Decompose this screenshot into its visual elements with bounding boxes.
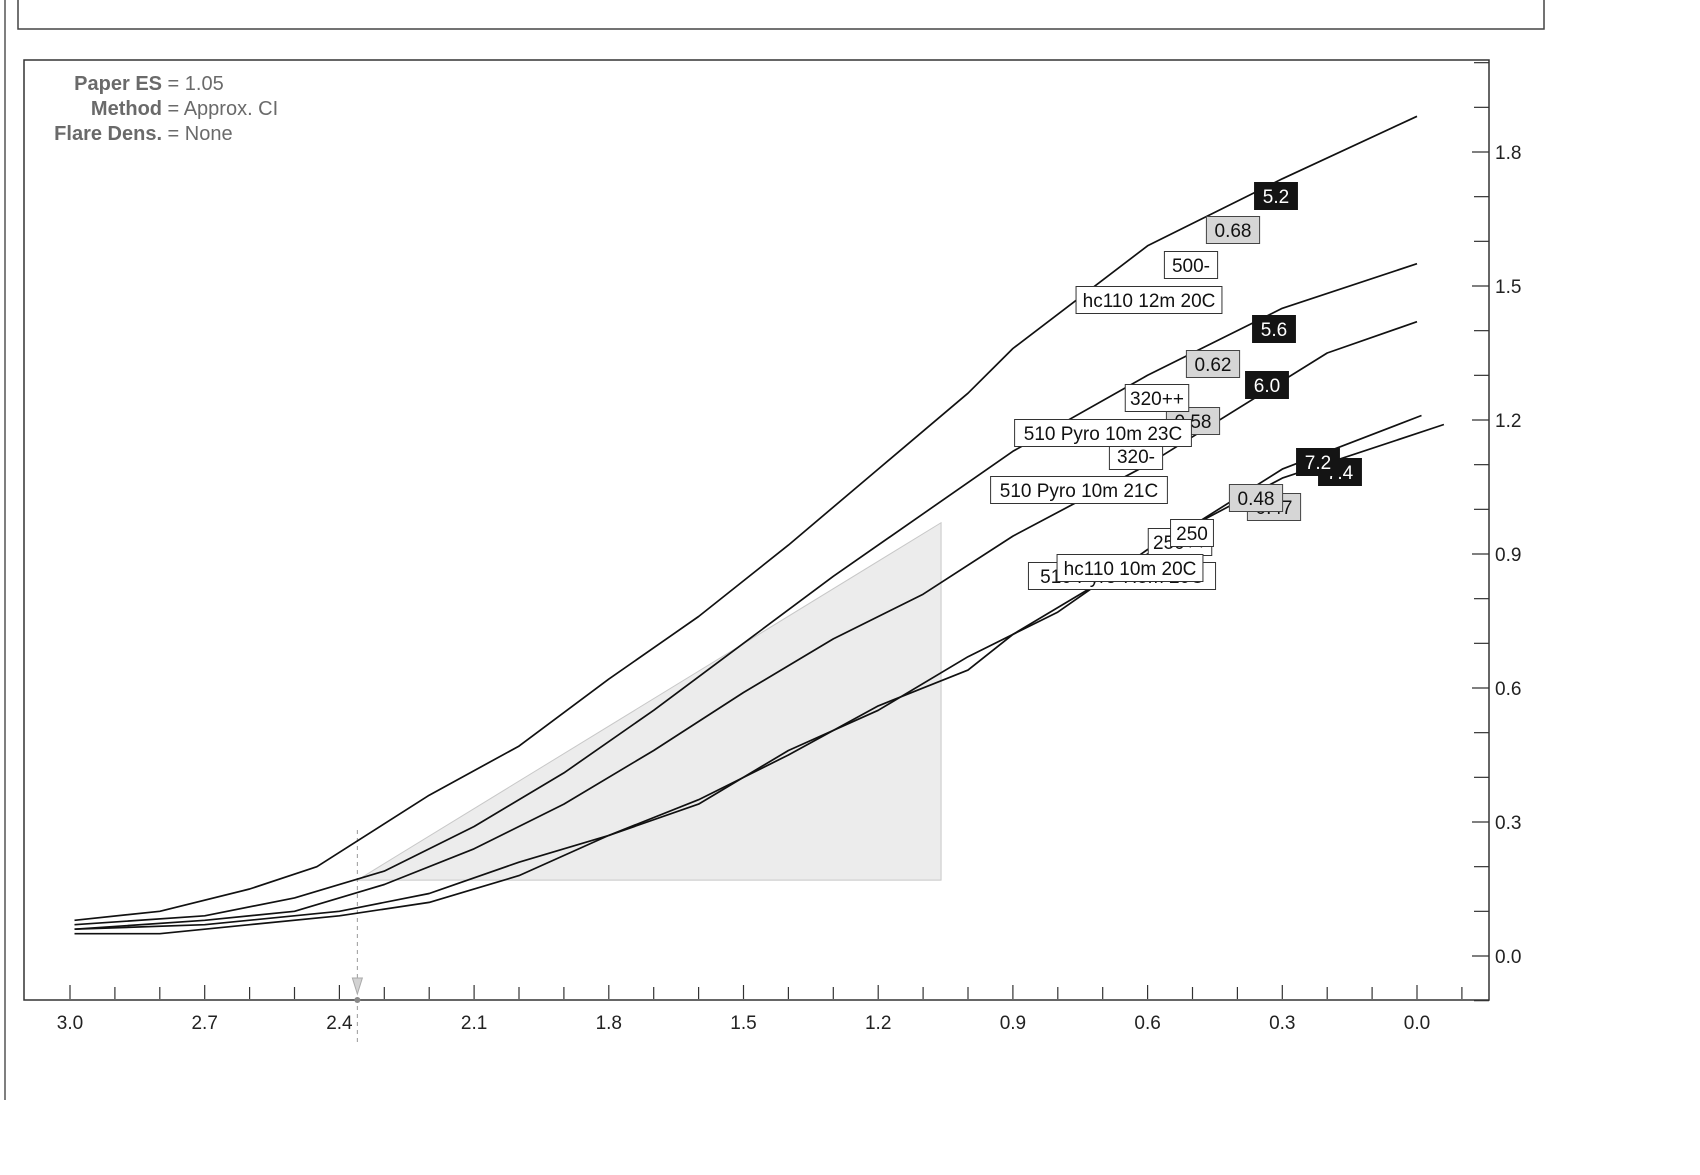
label-text: 0.48 xyxy=(1238,489,1275,510)
dmax-value-label: 7.4 xyxy=(1318,458,1362,486)
label-box xyxy=(1170,519,1214,547)
label-text: 0.68 xyxy=(1215,221,1252,242)
dmax-value-label: 7.2 xyxy=(1296,448,1340,476)
info-key: Method xyxy=(90,98,162,120)
x-tick-label: 0.6 xyxy=(1134,1013,1160,1034)
x-tick-label: 2.1 xyxy=(461,1013,487,1034)
label-box xyxy=(1245,371,1289,399)
curve-name-label: hc110 10m 20C xyxy=(1056,554,1204,582)
x-tick-label: 0.0 xyxy=(1404,1013,1430,1034)
label-box xyxy=(1056,554,1204,582)
curve-name-label: 510 Pyro 10m 21C xyxy=(990,476,1168,504)
y-tick-label: 1.5 xyxy=(1495,277,1521,298)
x-tick-label: 0.3 xyxy=(1269,1013,1295,1034)
label-text: 320- xyxy=(1117,447,1155,468)
label-box xyxy=(1124,384,1190,412)
label-box xyxy=(1014,419,1192,447)
label-text: hc110 10m 20C xyxy=(1064,559,1197,580)
chart: 3.0 2.7 2.4 2.1 1.8 1.5 1.2 0.9 0.6 0.3 0.0 0.0 0.3 0… xyxy=(57,62,1521,1042)
plot-frame xyxy=(23,59,1490,1001)
y-tick-label: 1.8 xyxy=(1495,143,1521,164)
ei-value-label: 320++ xyxy=(1124,384,1190,412)
label-text: hc110 12m 20C xyxy=(1083,291,1216,312)
dmax-value-label: 5.6 xyxy=(1252,315,1296,343)
label-text: 6.0 xyxy=(1254,376,1280,397)
curve-name-label: hc110 12m 20C xyxy=(1075,286,1223,314)
marker-arrow xyxy=(351,977,364,996)
label-text: 0.62 xyxy=(1195,355,1232,376)
label-box xyxy=(1296,448,1340,476)
dmax-value-label: 6.0 xyxy=(1245,371,1289,399)
info-row-paper-es: Paper ES = 1.05 xyxy=(26,72,278,97)
info-row-method: Method = Approx. CI xyxy=(26,97,278,122)
info-value: None xyxy=(184,123,233,145)
settings-legend: Paper ES = 1.05 Method = Approx. CI Flar… xyxy=(26,72,278,147)
y-tick-label: 0.9 xyxy=(1495,545,1521,566)
label-box xyxy=(1252,315,1296,343)
info-value: 1.05 xyxy=(184,73,224,95)
label-box xyxy=(1075,286,1223,314)
label-text: 5.2 xyxy=(1263,187,1289,208)
paper-range-band xyxy=(355,521,942,881)
x-tick-label: 2.7 xyxy=(191,1013,217,1034)
characteristic-curve xyxy=(74,115,1418,922)
marker-dot xyxy=(354,997,361,1003)
label-box xyxy=(1254,182,1298,210)
label-text: 250 xyxy=(1176,524,1208,545)
label-box xyxy=(990,476,1168,504)
y-tick-label: 1.2 xyxy=(1495,411,1521,432)
y-tick-label: 0.0 xyxy=(1495,947,1521,968)
info-row-flare: Flare Dens. = None xyxy=(26,122,278,147)
label-box xyxy=(1185,350,1241,378)
y-tick-label: 0.3 xyxy=(1495,813,1521,834)
label-text: 320++ xyxy=(1130,389,1184,410)
label-text: 510 Pyro 10m 21C xyxy=(1000,481,1158,502)
info-key: Paper ES xyxy=(74,73,162,95)
top-panel-border xyxy=(17,0,1545,30)
ei-value-label: 250 xyxy=(1170,519,1214,547)
x-tick-label: 0.9 xyxy=(1000,1013,1026,1034)
x-tick-label: 1.5 xyxy=(730,1013,756,1034)
label-box xyxy=(1163,251,1219,279)
ci-value-label: 0.68 xyxy=(1205,216,1261,244)
ci-value-label: 0.62 xyxy=(1185,350,1241,378)
label-box xyxy=(1228,484,1284,512)
label-text: 500- xyxy=(1172,256,1210,277)
label-text: 510 Pyro 10m 23C xyxy=(1024,424,1182,445)
x-tick-label: 1.2 xyxy=(865,1013,891,1034)
dmax-value-label: 5.2 xyxy=(1254,182,1298,210)
y-tick-label: 0.6 xyxy=(1495,679,1521,700)
info-key: Flare Dens. xyxy=(54,123,162,145)
curve-name-label: 510 Pyro 10m 23C xyxy=(1014,419,1192,447)
ei-value-label: 500- xyxy=(1163,251,1219,279)
label-text: 7.2 xyxy=(1305,453,1331,474)
x-tick-label: 3.0 xyxy=(57,1013,83,1034)
label-text: 5.6 xyxy=(1261,320,1287,341)
x-tick-label: 1.8 xyxy=(596,1013,622,1034)
info-value: Approx. CI xyxy=(183,98,279,120)
x-tick-label: 2.4 xyxy=(326,1013,353,1034)
ci-value-label: 0.48 xyxy=(1228,484,1284,512)
label-box xyxy=(1205,216,1261,244)
